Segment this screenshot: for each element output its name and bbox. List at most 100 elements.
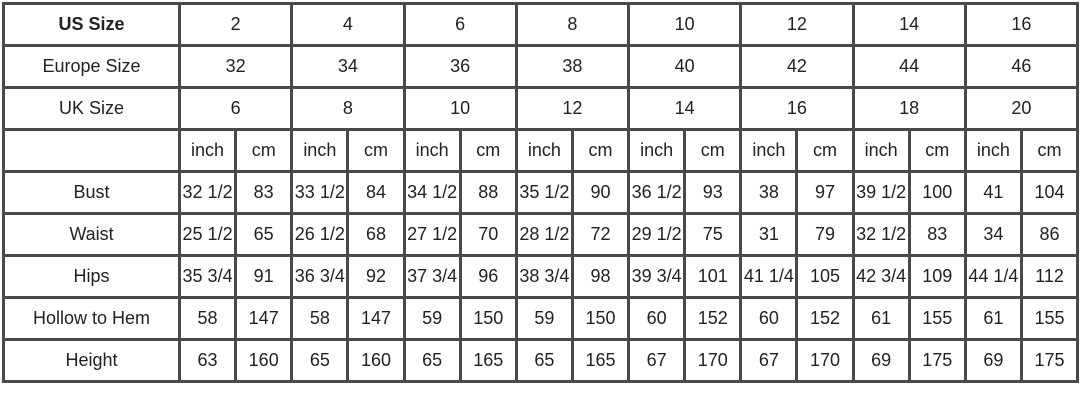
inch-value: 59 [514,296,574,341]
cm-value: 101 [683,254,743,299]
uk-size-value: 16 [739,86,855,131]
cm-value: 160 [234,338,294,383]
cm-value: 88 [458,170,518,215]
unit-inch: inch [963,128,1023,173]
inch-value: 65 [402,338,462,383]
cm-value: 96 [458,254,518,299]
inch-value: 34 [963,212,1023,257]
uk-size-value: 8 [290,86,406,131]
us-size-value: 2 [177,2,294,47]
cm-value: 152 [795,296,855,341]
europe-size-value: 32 [177,44,294,89]
table-row: Bust 32 1/2 83 33 1/2 84 34 1/2 88 35 1/2 90 36 1… [2,170,1080,215]
inch-value: 34 1/2 [402,170,462,215]
inch-value: 32 1/2 [851,212,911,257]
unit-cm: cm [683,128,743,173]
inch-value: 38 3/4 [514,254,574,299]
measurement-label: Hollow to Hem [2,296,181,341]
inch-value: 32 1/2 [177,170,238,215]
inch-value: 42 3/4 [851,254,911,299]
cm-value: 97 [795,170,855,215]
cm-value: 150 [570,296,631,341]
cm-value: 170 [795,338,855,383]
uk-size-value: 14 [627,86,743,131]
us-size-value: 10 [627,2,743,47]
unit-cm: cm [1019,128,1080,173]
cm-value: 91 [234,254,294,299]
cm-value: 165 [458,338,518,383]
uk-size-value: 18 [851,86,967,131]
europe-size-value: 36 [402,44,518,89]
inch-value: 67 [627,338,687,383]
table-row: Hollow to Hem 58 147 58 147 59 150 59 150 60 152 60… [2,296,1080,341]
inch-value: 29 1/2 [627,212,687,257]
inch-value: 35 3/4 [177,254,238,299]
cm-value: 68 [346,212,406,257]
cm-value: 70 [458,212,518,257]
inch-value: 59 [402,296,462,341]
cm-value: 112 [1019,254,1080,299]
inch-value: 65 [514,338,574,383]
europe-size-row: Europe Size 32 34 36 38 40 42 44 46 [2,44,1080,89]
inch-value: 63 [177,338,238,383]
cm-value: 155 [1019,296,1080,341]
unit-inch: inch [402,128,462,173]
measurement-label: Hips [2,254,181,299]
cm-value: 93 [683,170,743,215]
us-size-row: US Size 2 4 6 8 10 12 14 16 [2,2,1080,47]
unit-inch: inch [177,128,238,173]
unit-inch: inch [290,128,350,173]
inch-value: 26 1/2 [290,212,350,257]
inch-value: 33 1/2 [290,170,350,215]
cm-value: 84 [346,170,406,215]
us-size-value: 8 [514,2,631,47]
cm-value: 150 [458,296,518,341]
table-row: Waist 25 1/2 65 26 1/2 68 27 1/2 70 28 1/2 72 29 … [2,212,1080,257]
europe-size-value: 42 [739,44,855,89]
unit-cm: cm [234,128,294,173]
size-chart-table: US Size 2 4 6 8 10 12 14 16 Europe Size 32 34 36 38 40… [2,2,1080,383]
unit-cm: cm [570,128,631,173]
cm-value: 83 [234,170,294,215]
cm-value: 75 [683,212,743,257]
inch-value: 31 [739,212,799,257]
inch-value: 65 [290,338,350,383]
measurement-label: Waist [2,212,181,257]
inch-value: 61 [963,296,1023,341]
cm-value: 155 [907,296,967,341]
inch-value: 41 [963,170,1023,215]
unit-inch: inch [627,128,687,173]
cm-value: 90 [570,170,631,215]
unit-row-blank [2,128,181,173]
cm-value: 98 [570,254,631,299]
europe-size-value: 46 [963,44,1080,89]
inch-value: 36 1/2 [627,170,687,215]
unit-cm: cm [346,128,406,173]
inch-value: 60 [739,296,799,341]
europe-size-value: 38 [514,44,631,89]
cm-value: 147 [234,296,294,341]
cm-value: 79 [795,212,855,257]
cm-value: 170 [683,338,743,383]
europe-size-value: 34 [290,44,406,89]
inch-value: 41 1/4 [739,254,799,299]
cm-value: 65 [234,212,294,257]
unit-inch: inch [739,128,799,173]
inch-value: 37 3/4 [402,254,462,299]
inch-value: 67 [739,338,799,383]
cm-value: 165 [570,338,631,383]
us-size-value: 14 [851,2,967,47]
uk-size-value: 20 [963,86,1080,131]
uk-size-label: UK Size [2,86,181,131]
measurement-label: Bust [2,170,181,215]
europe-size-value: 40 [627,44,743,89]
inch-value: 36 3/4 [290,254,350,299]
inch-value: 58 [290,296,350,341]
cm-value: 86 [1019,212,1080,257]
cm-value: 105 [795,254,855,299]
us-size-label: US Size [2,2,181,47]
us-size-value: 12 [739,2,855,47]
uk-size-value: 12 [514,86,631,131]
inch-value: 35 1/2 [514,170,574,215]
inch-value: 38 [739,170,799,215]
